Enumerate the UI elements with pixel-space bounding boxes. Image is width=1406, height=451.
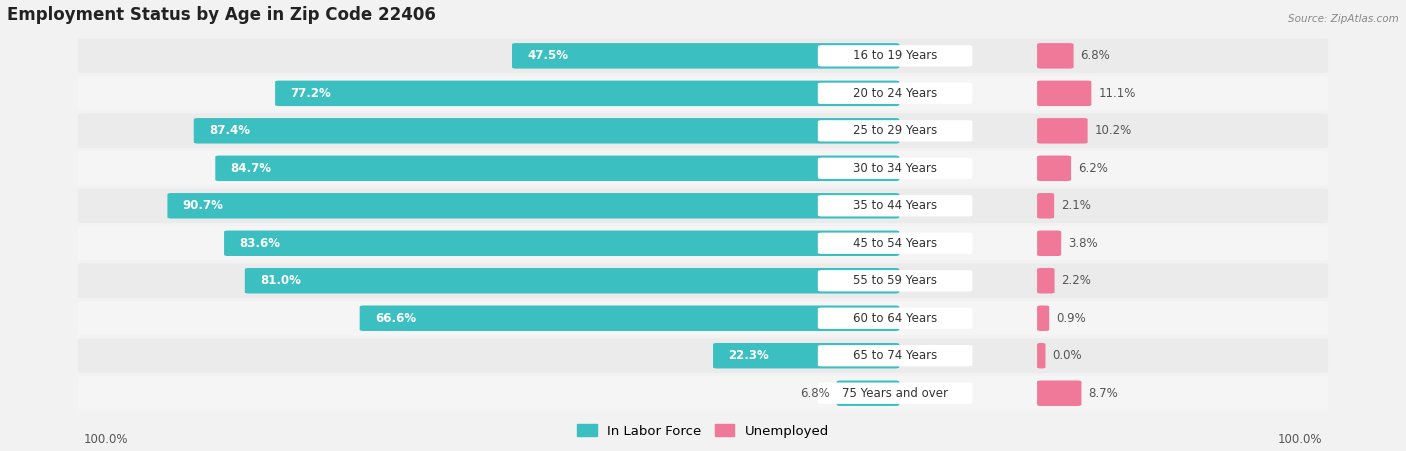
FancyBboxPatch shape	[1038, 43, 1074, 69]
FancyBboxPatch shape	[77, 151, 1329, 185]
Text: 25 to 29 Years: 25 to 29 Years	[853, 124, 938, 137]
FancyBboxPatch shape	[77, 76, 1329, 110]
FancyBboxPatch shape	[818, 45, 973, 66]
Text: 65 to 74 Years: 65 to 74 Years	[853, 349, 938, 362]
Text: Source: ZipAtlas.com: Source: ZipAtlas.com	[1288, 14, 1399, 24]
Legend: In Labor Force, Unemployed: In Labor Force, Unemployed	[571, 419, 835, 443]
Text: 90.7%: 90.7%	[183, 199, 224, 212]
FancyBboxPatch shape	[167, 193, 900, 219]
FancyBboxPatch shape	[1038, 305, 1049, 331]
FancyBboxPatch shape	[1038, 268, 1054, 294]
Text: 2.2%: 2.2%	[1062, 274, 1091, 287]
FancyBboxPatch shape	[276, 81, 900, 106]
FancyBboxPatch shape	[818, 345, 973, 366]
Text: 3.8%: 3.8%	[1069, 237, 1098, 250]
Text: 100.0%: 100.0%	[83, 433, 128, 446]
Text: 0.9%: 0.9%	[1056, 312, 1085, 325]
FancyBboxPatch shape	[360, 305, 900, 331]
Text: 81.0%: 81.0%	[260, 274, 301, 287]
FancyBboxPatch shape	[77, 39, 1329, 73]
FancyBboxPatch shape	[818, 270, 973, 291]
FancyBboxPatch shape	[77, 301, 1329, 336]
Text: 2.1%: 2.1%	[1062, 199, 1091, 212]
Text: 6.8%: 6.8%	[800, 387, 830, 400]
Text: 6.8%: 6.8%	[1081, 49, 1111, 62]
Text: Employment Status by Age in Zip Code 22406: Employment Status by Age in Zip Code 224…	[7, 6, 436, 24]
Text: 45 to 54 Years: 45 to 54 Years	[853, 237, 938, 250]
Text: 30 to 34 Years: 30 to 34 Years	[853, 162, 938, 175]
FancyBboxPatch shape	[77, 263, 1329, 298]
Text: 6.2%: 6.2%	[1078, 162, 1108, 175]
FancyBboxPatch shape	[1038, 381, 1081, 406]
FancyBboxPatch shape	[818, 158, 973, 179]
FancyBboxPatch shape	[1038, 81, 1091, 106]
Text: 55 to 59 Years: 55 to 59 Years	[853, 274, 938, 287]
FancyBboxPatch shape	[512, 43, 900, 69]
FancyBboxPatch shape	[818, 382, 973, 404]
FancyBboxPatch shape	[713, 343, 900, 368]
FancyBboxPatch shape	[818, 83, 973, 104]
Text: 11.1%: 11.1%	[1098, 87, 1136, 100]
Text: 84.7%: 84.7%	[231, 162, 271, 175]
Text: 87.4%: 87.4%	[209, 124, 250, 137]
FancyBboxPatch shape	[77, 114, 1329, 148]
FancyBboxPatch shape	[1038, 118, 1088, 143]
FancyBboxPatch shape	[1038, 230, 1062, 256]
FancyBboxPatch shape	[1038, 193, 1054, 219]
Text: 66.6%: 66.6%	[375, 312, 416, 325]
FancyBboxPatch shape	[77, 189, 1329, 223]
Text: 100.0%: 100.0%	[1278, 433, 1323, 446]
FancyBboxPatch shape	[818, 195, 973, 216]
Text: 75 Years and over: 75 Years and over	[842, 387, 948, 400]
FancyBboxPatch shape	[224, 230, 900, 256]
Text: 10.2%: 10.2%	[1095, 124, 1132, 137]
Text: 47.5%: 47.5%	[527, 49, 568, 62]
Text: 16 to 19 Years: 16 to 19 Years	[853, 49, 938, 62]
FancyBboxPatch shape	[818, 233, 973, 254]
Text: 0.0%: 0.0%	[1053, 349, 1083, 362]
FancyBboxPatch shape	[837, 381, 900, 406]
Text: 20 to 24 Years: 20 to 24 Years	[853, 87, 938, 100]
Text: 22.3%: 22.3%	[728, 349, 769, 362]
FancyBboxPatch shape	[194, 118, 900, 143]
Text: 35 to 44 Years: 35 to 44 Years	[853, 199, 938, 212]
FancyBboxPatch shape	[77, 339, 1329, 373]
FancyBboxPatch shape	[245, 268, 900, 294]
FancyBboxPatch shape	[1038, 343, 1046, 368]
Text: 60 to 64 Years: 60 to 64 Years	[853, 312, 938, 325]
FancyBboxPatch shape	[215, 156, 900, 181]
FancyBboxPatch shape	[77, 226, 1329, 261]
Text: 83.6%: 83.6%	[239, 237, 280, 250]
FancyBboxPatch shape	[1038, 156, 1071, 181]
Text: 77.2%: 77.2%	[291, 87, 332, 100]
Text: 8.7%: 8.7%	[1088, 387, 1118, 400]
FancyBboxPatch shape	[818, 120, 973, 142]
FancyBboxPatch shape	[818, 308, 973, 329]
FancyBboxPatch shape	[77, 376, 1329, 410]
